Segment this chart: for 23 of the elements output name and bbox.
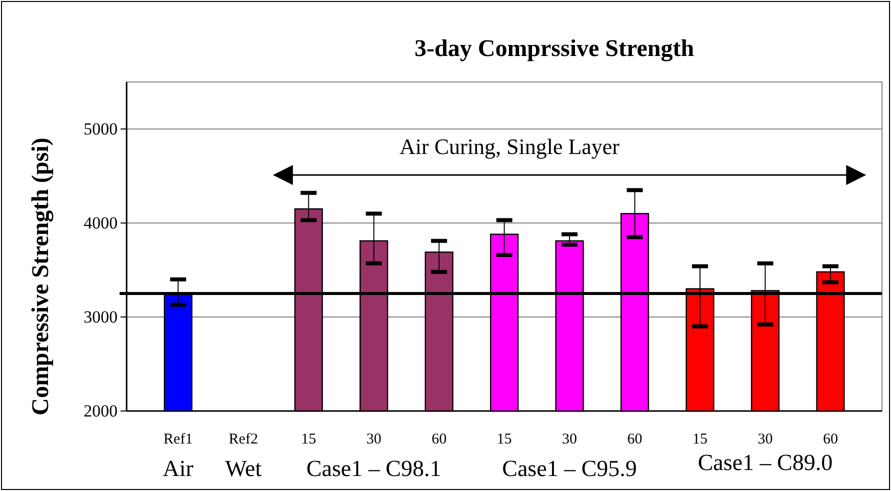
- text: Case1 – C89.0: [698, 450, 833, 475]
- y-tick-label: 3000: [84, 307, 118, 326]
- y-tick-label: 4000: [84, 213, 118, 232]
- text: Air: [162, 456, 194, 481]
- text: Case1 – C98.1: [306, 456, 442, 481]
- x-tick-label: 30: [366, 432, 382, 448]
- x-tick-label: 30: [758, 432, 773, 448]
- chart-title: 3-day Comprssive Strength: [414, 36, 694, 62]
- x-tick-label: 60: [627, 432, 642, 448]
- text: Case1 – C95.9: [502, 456, 637, 481]
- x-tick-label: 15: [692, 432, 708, 448]
- x-tick-label: 60: [822, 432, 838, 448]
- x-tick-label: 15: [301, 432, 316, 448]
- x-tick-label: 15: [496, 432, 512, 448]
- y-tick-label: 5000: [84, 119, 118, 138]
- x-tick-label: Ref2: [228, 432, 258, 448]
- x-tick-label: Ref1: [164, 432, 193, 448]
- y-tick-label: 2000: [84, 401, 118, 420]
- y-axis-title: Compressive Strength (psi): [28, 138, 54, 416]
- x-tick-label: 30: [562, 432, 578, 448]
- text: Wet: [225, 456, 262, 481]
- x-tick-label: 60: [432, 432, 447, 448]
- annotation: Air Curing, Single Layer: [400, 134, 620, 159]
